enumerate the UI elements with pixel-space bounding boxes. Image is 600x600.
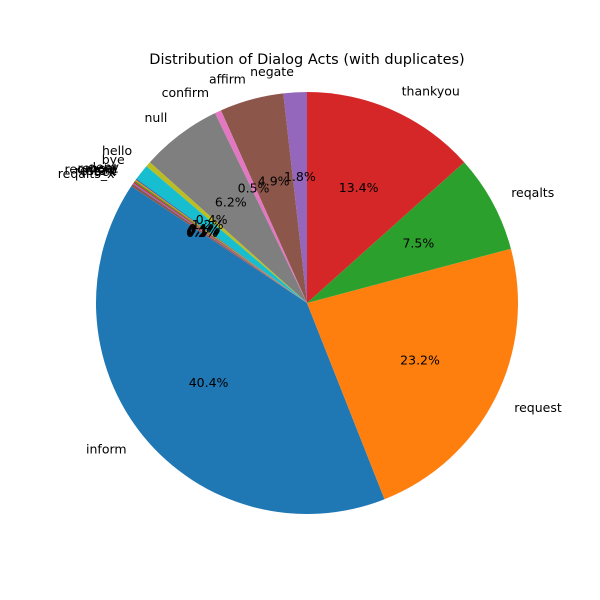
slice-ack [132,182,307,303]
slice-reqalts [307,162,511,303]
slice-pct-inform: 40.4% [189,375,229,390]
slice-pct-reqalts: 7.5% [402,235,434,250]
slice-affirm [220,93,307,303]
slice-pct-request: 23.2% [400,353,440,368]
slice-label-reqmore: reqmore [64,162,117,177]
slice-pct-restart: 0.1% [187,223,219,238]
slice-pct-thankyou: 13.4% [339,180,379,195]
slice-request [307,248,518,500]
slice-confirm [214,110,307,303]
slice-label-deny: deny [88,159,120,174]
slice-label-inform: inform [86,442,127,457]
slice-pct-hello: 0.4% [196,212,228,227]
slice-label-ack: ack [94,164,117,179]
slice-pct-deny: 0.1% [189,221,221,236]
slice-pct-negate: 1.8% [284,169,316,184]
slice-label-bye: bye [102,152,125,167]
slice-pct-null: 6.2% [215,194,247,209]
slice-label-hello: hello [102,143,132,158]
slice-label-repeat: repeat [77,160,118,175]
slice-label-negate: negate [250,64,294,79]
slice-bye [136,166,307,303]
slice-label-restart: restart [75,163,117,178]
slice-label-affirm: affirm [209,72,246,87]
slice-repeat [134,179,307,303]
slice-label-request: request [514,400,562,415]
slice-pct-reqalts-x: 0.2% [186,225,218,240]
slice-thankyou [307,92,465,303]
slice-negate [283,92,307,303]
slice-pct-bye: 1.2% [192,217,224,232]
chart-title: Distribution of Dialog Acts (with duplic… [149,52,464,68]
slice-label-confirm: confirm [162,85,209,100]
slice-label-null: null [145,110,168,125]
slice-hello [146,162,307,303]
pie-slices [95,92,518,515]
slice-restart [133,181,307,303]
slice-pct-repeat: 0.1% [188,222,220,237]
slice-deny [135,178,307,303]
slice-pct-reqmore: 0.1% [188,223,220,238]
slice-pct-ack: 0.1% [187,224,219,239]
slice-label-thankyou: thankyou [402,84,460,99]
slice-label-reqalts-x: reqalts_x [58,166,115,181]
slice-null [149,113,307,303]
pie-labels: negate 1.8% affirm 4.9% confirm 0.5% null 6.2% h… [58,64,562,457]
slice-reqmore [134,180,307,303]
slice-pct-confirm: 0.5% [238,181,270,196]
slice-pct-affirm: 4.9% [258,173,290,188]
slice-label-reqalts: reqalts [511,185,554,200]
slice-reqalts-x [131,184,307,303]
slice-inform [95,186,385,515]
